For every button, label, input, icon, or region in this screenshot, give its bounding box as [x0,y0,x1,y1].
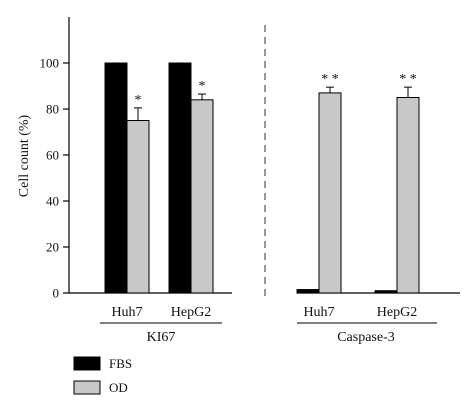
bar-od [318,92,342,294]
y-tick-label: 60 [46,148,59,163]
group-label: KI67 [147,330,176,345]
bar-fbs [296,289,320,294]
category-label: Huh7 [303,305,334,320]
significance-marker: * [199,79,206,94]
y-tick-label: 80 [46,102,59,117]
y-tick-label: 100 [40,56,60,71]
plot-area: 0 20 40 60 80 100 * Huh7 * HepG2 KI67 * * Huh7 * * Hep… [40,17,460,395]
legend-swatch-fbs [73,356,101,371]
legend-swatch-od [73,380,101,395]
y-tick-label: 20 [46,240,59,255]
category-label: HepG2 [377,305,417,320]
significance-marker: * * [321,72,339,87]
y-axis-title: Cell count (%) [17,114,32,197]
bar-fbs [168,62,192,294]
category-label: Huh7 [111,305,142,320]
significance-marker: * [135,93,142,108]
bar-od [190,99,214,294]
category-label: HepG2 [171,305,211,320]
bar-od [396,97,420,294]
bar-fbs [104,62,128,294]
y-tick-label: 40 [46,194,59,209]
legend-label: OD [109,380,128,395]
legend-label: FBS [109,356,132,371]
bar-fbs [374,290,398,294]
significance-marker: * * [399,72,417,87]
group-label: Caspase-3 [337,330,395,345]
y-tick-label: 0 [53,286,60,301]
bar-od [126,120,150,294]
